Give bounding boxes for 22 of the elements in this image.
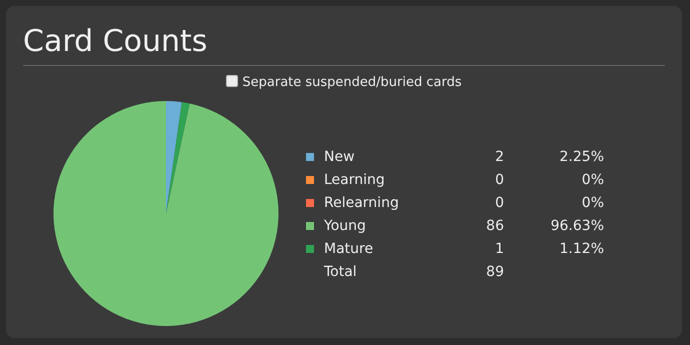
legend-label: New	[324, 148, 356, 166]
text: 86	[485, 216, 504, 236]
data-label: 1.12%	[558, 240, 604, 258]
text: 2	[494, 148, 504, 166]
legend-label: Relearning	[324, 194, 400, 212]
pie-slice	[166, 101, 182, 214]
text: 0%	[582, 194, 604, 210]
data-label: 2.25%	[558, 148, 604, 166]
data-label: 96.63%	[550, 216, 604, 236]
text: 89	[486, 264, 504, 280]
text: Separate suspended/buried cards	[242, 75, 462, 90]
legend-label: Young	[324, 216, 367, 236]
pie-slice	[166, 102, 190, 214]
pie-slice	[54, 101, 278, 326]
chart-title: Card Counts	[23, 24, 208, 59]
text: Total	[324, 262, 358, 282]
legend-label: Mature	[324, 240, 374, 258]
text: 0%	[582, 172, 604, 188]
legend-label: Learning	[324, 170, 386, 190]
text: 0	[494, 194, 504, 212]
text: 0	[494, 170, 504, 190]
text: 1	[494, 240, 504, 258]
